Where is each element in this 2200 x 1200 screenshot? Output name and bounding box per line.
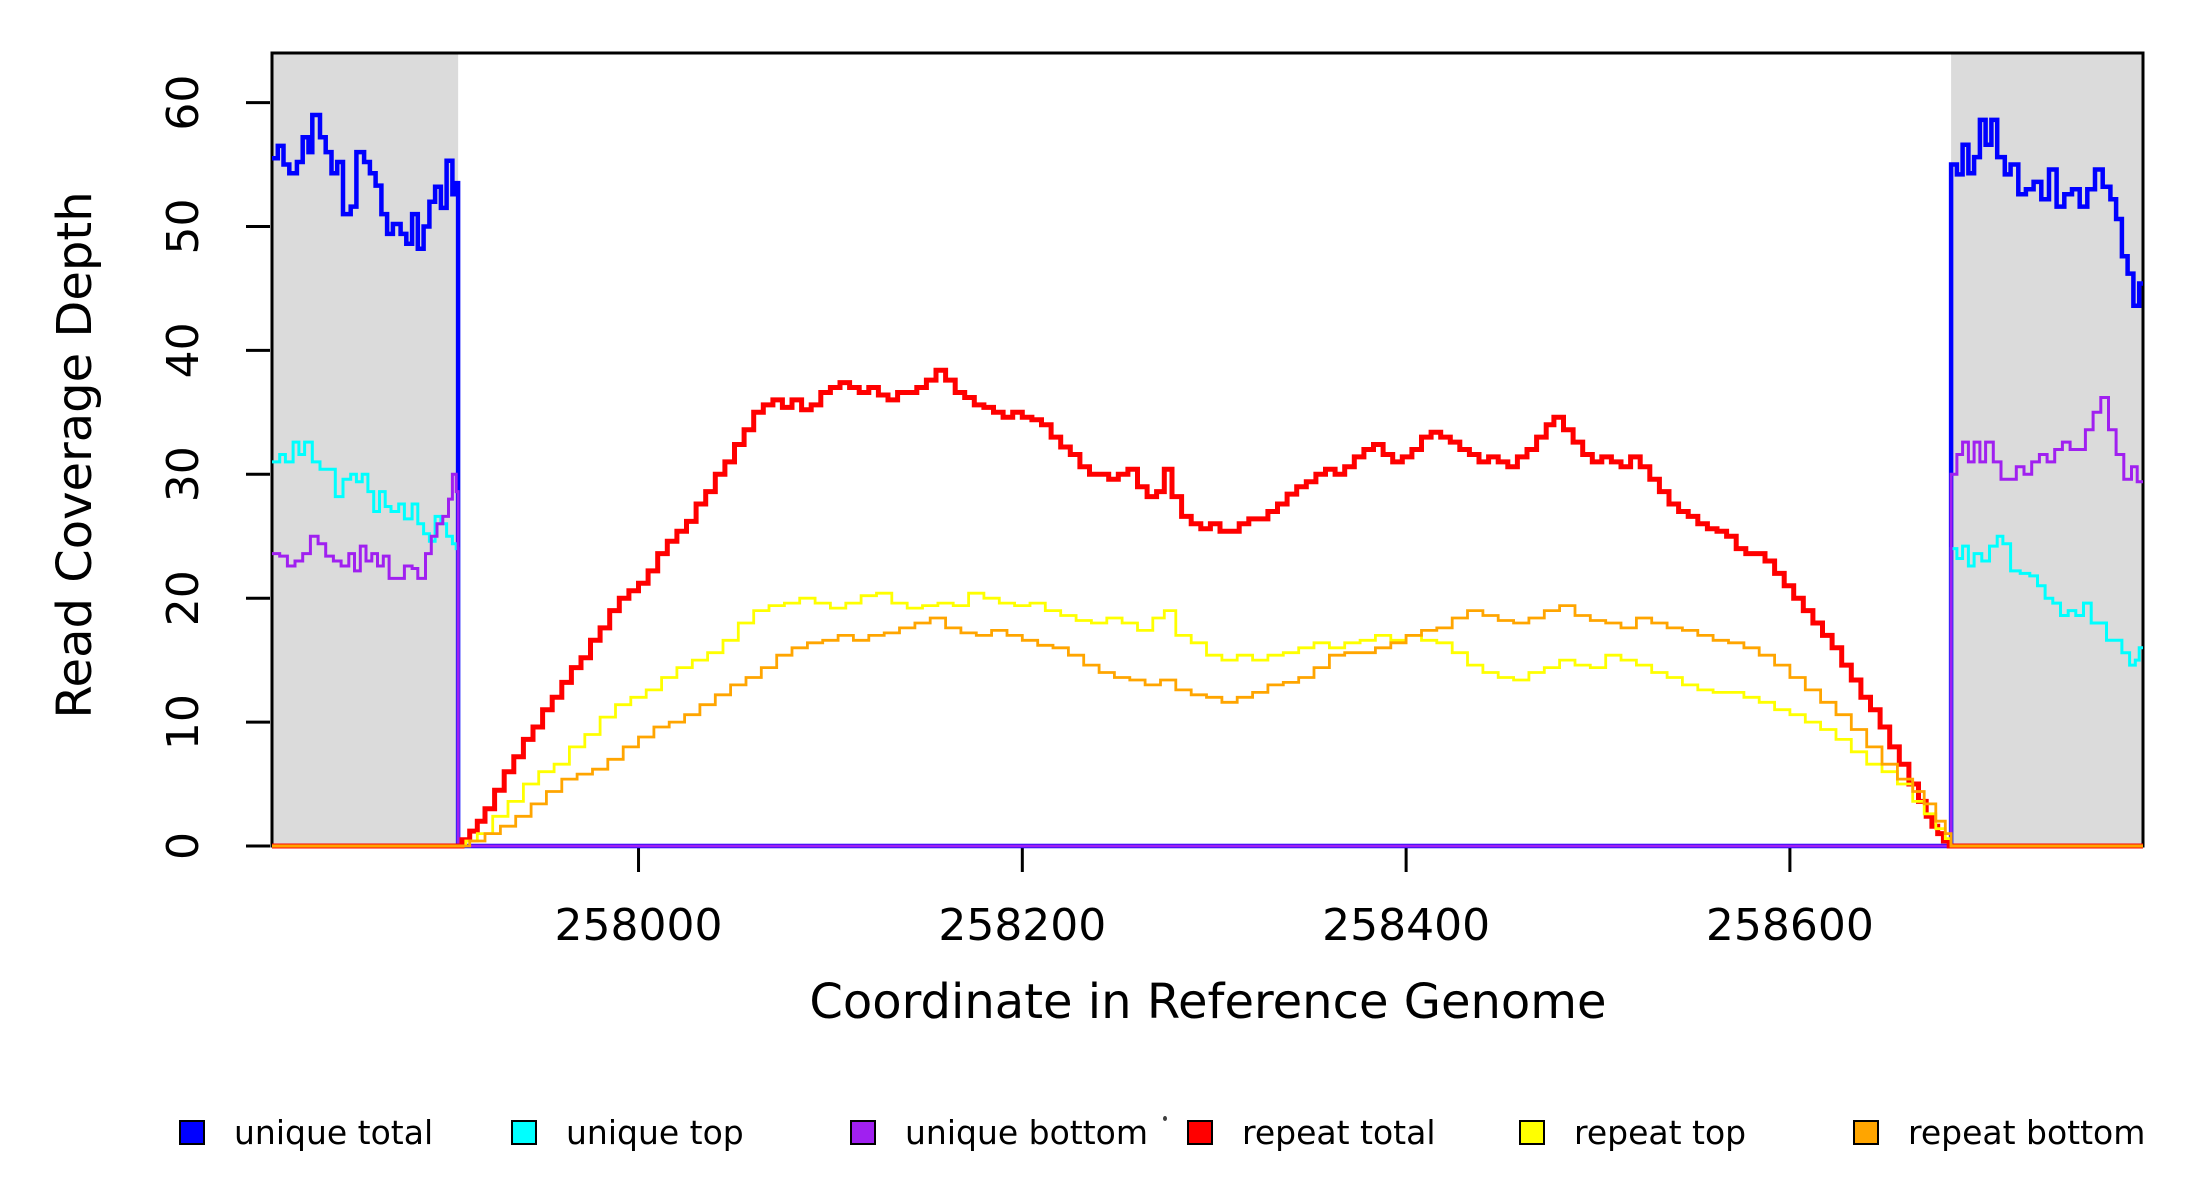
x-tick-label: 258400 [1322,900,1490,951]
repeat-total-swatch-icon [1187,1120,1213,1145]
legend-label: unique top [566,1113,744,1152]
series-repeat-total [272,367,2143,849]
x-tick-label: 258600 [1706,900,1874,951]
y-tick-label: 40 [158,322,209,378]
legend-label: repeat total [1242,1113,1436,1152]
x-axis-title: Coordinate in Reference Genome [809,974,1607,1030]
legend-item-repeat-top: repeat top [1519,1113,1747,1152]
y-tick-label: 0 [158,832,209,860]
series-unique-total [272,112,2143,849]
legend-label: repeat bottom [1908,1113,2146,1152]
series-repeat-top [272,591,2143,848]
legend-item-unique-top: unique top [511,1113,744,1152]
y-tick-label: 60 [158,75,209,131]
y-tick-label: 30 [158,446,209,502]
series-repeat-bottom [272,604,2143,848]
legend-label: unique bottom [905,1113,1149,1152]
series-unique-top [272,440,2143,848]
legend-item-repeat-bottom: repeat bottom [1853,1113,2146,1152]
repeat-bottom-swatch-icon [1853,1120,1879,1145]
legend-item-repeat-total: repeat total [1187,1113,1436,1152]
repeat-top-swatch-icon [1519,1120,1545,1145]
x-tick-label: 258200 [938,900,1106,951]
y-tick-label: 10 [158,694,209,750]
unique-top-swatch-icon [511,1120,537,1145]
plot-box [270,51,2145,848]
shaded-region [272,53,459,846]
unique-total-swatch-icon [179,1120,205,1145]
y-axis-title: Read Coverage Depth [47,191,103,719]
legend-item-unique-bottom: unique bottom [850,1113,1149,1152]
legend-label: unique total [234,1113,434,1152]
unique-bottom-swatch-icon [850,1120,876,1145]
y-tick-label: 50 [158,198,209,254]
legend-item-unique-total: unique total [179,1113,434,1152]
legend-label: repeat top [1574,1113,1747,1152]
artifact-dot [1163,1116,1167,1121]
x-tick-label: 258000 [555,900,723,951]
series-unique-bottom [272,396,2143,848]
y-tick-label: 20 [158,570,209,626]
